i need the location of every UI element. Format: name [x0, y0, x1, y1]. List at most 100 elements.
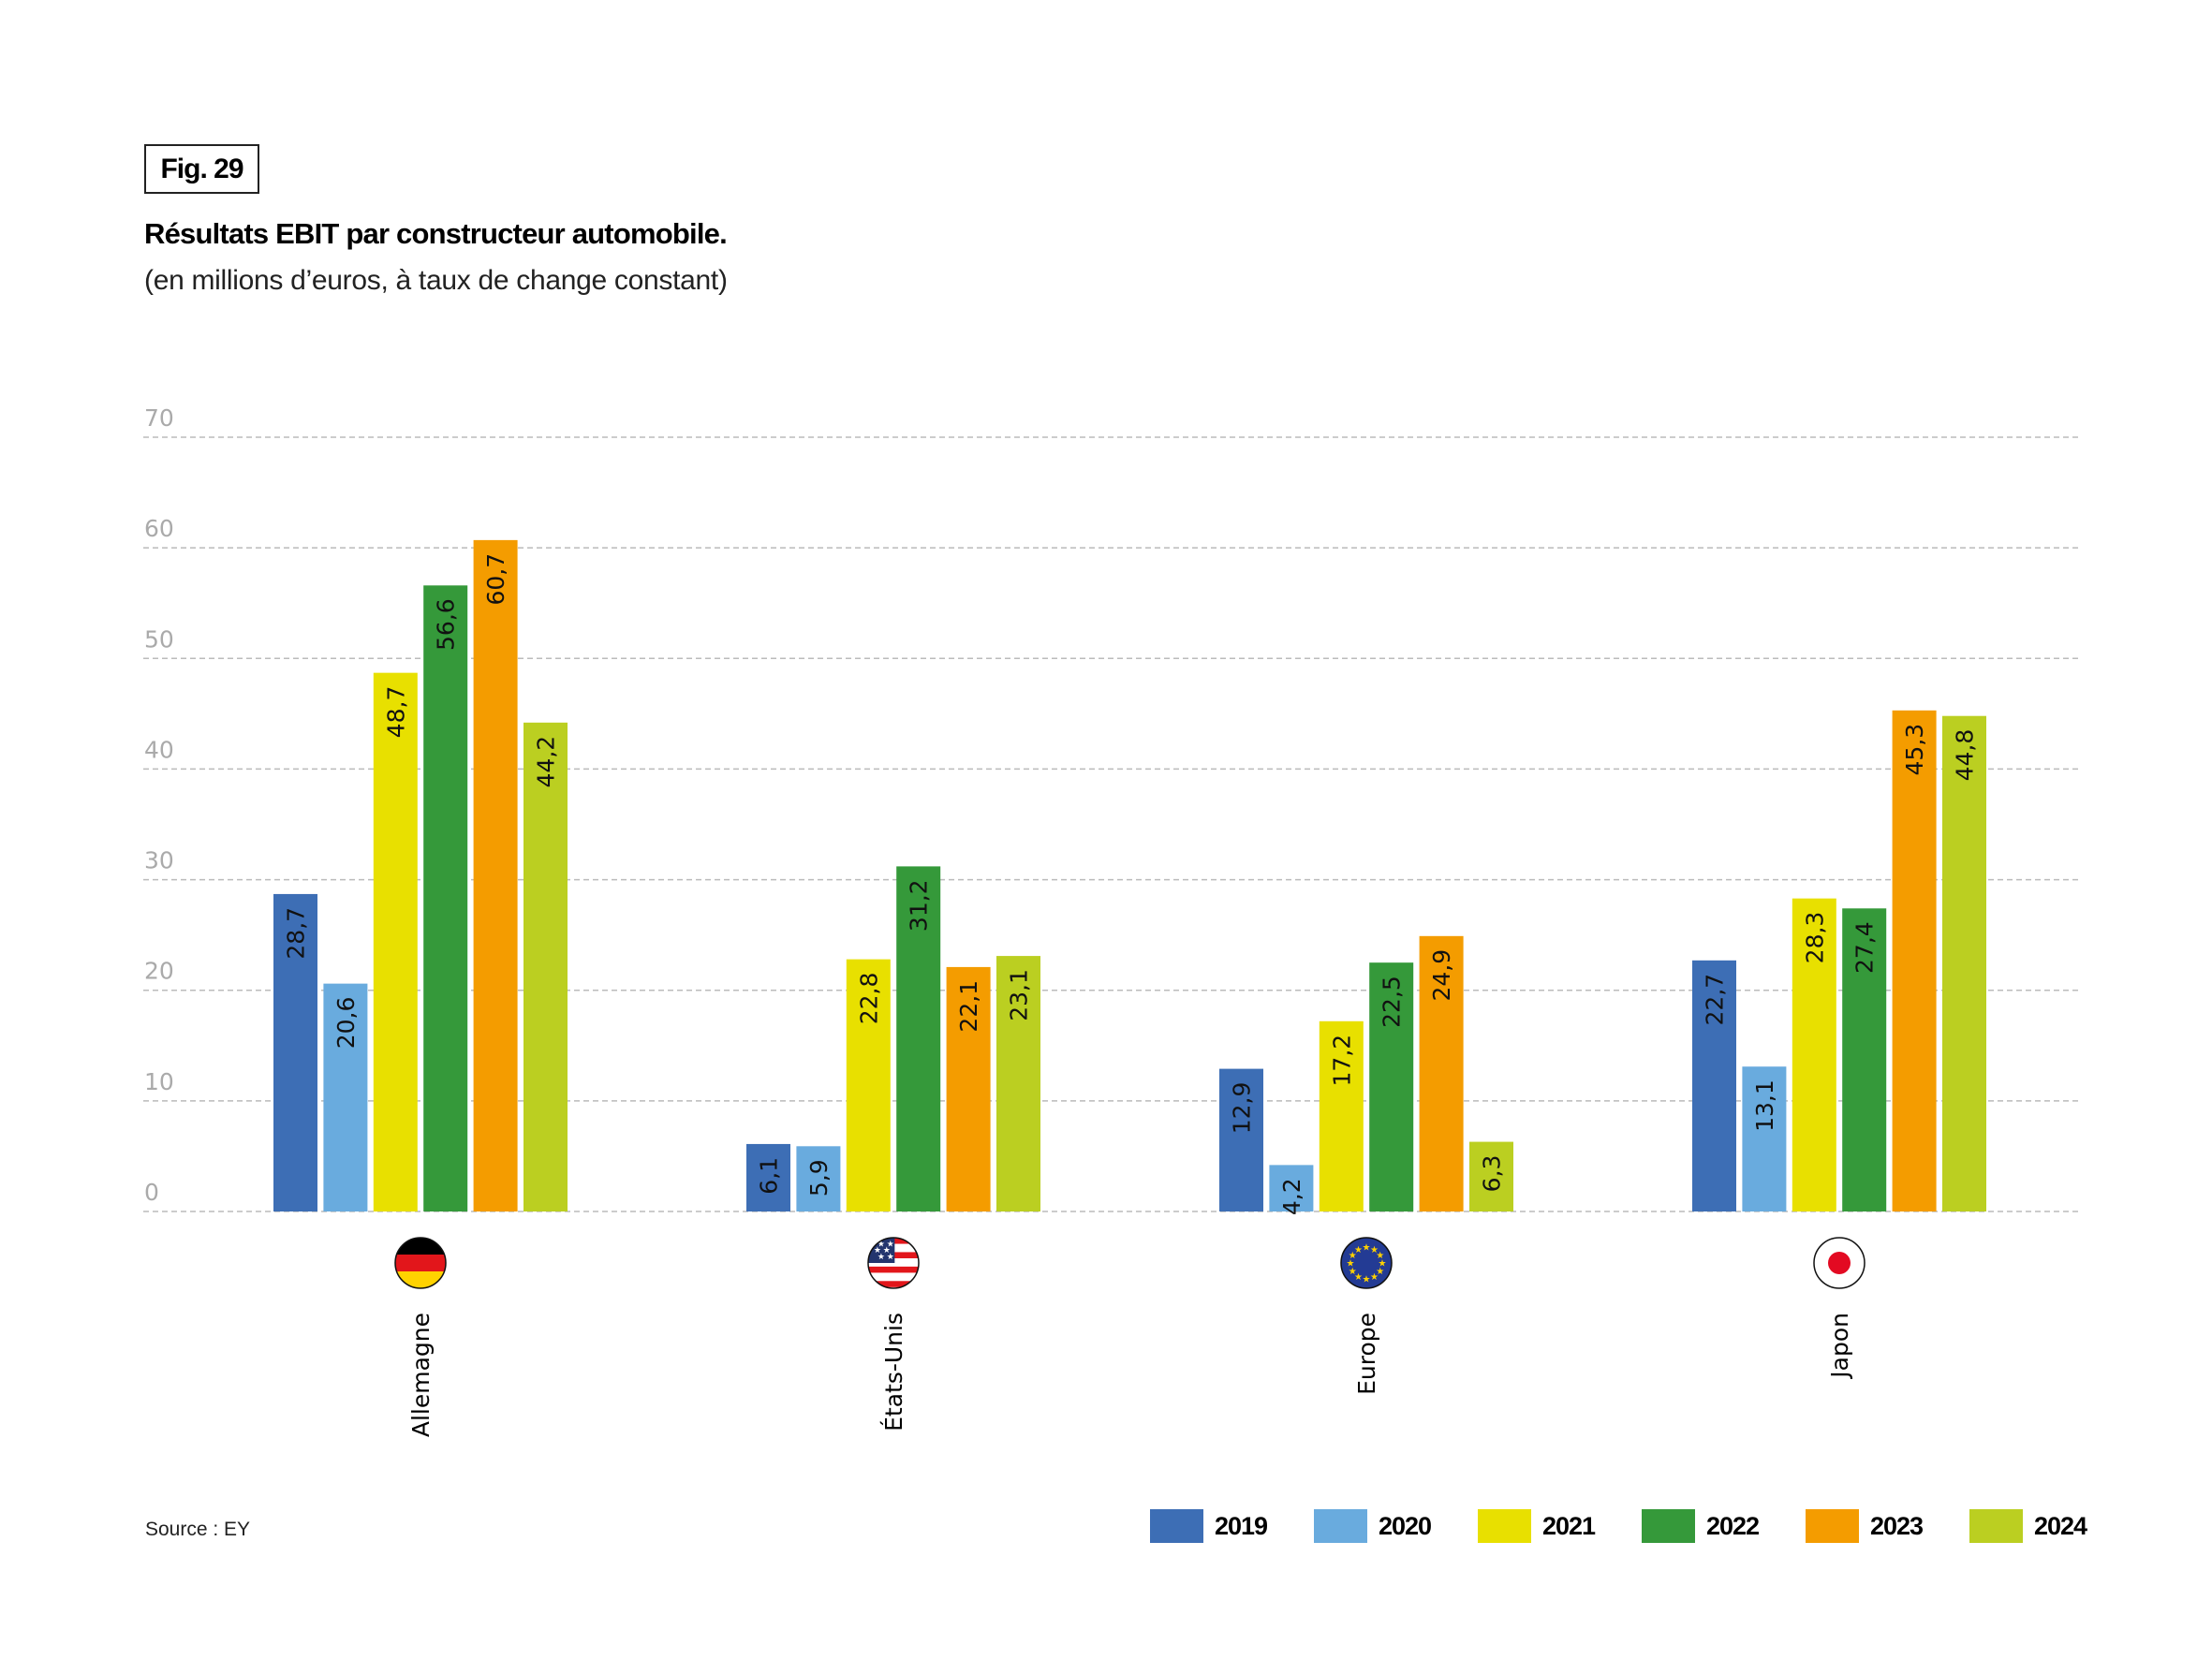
legend-label: 2023: [1870, 1511, 1924, 1540]
bar-value-label: 22,7: [1702, 974, 1729, 1026]
y-tick-label: 40: [144, 736, 174, 763]
legend-swatch: [1314, 1509, 1367, 1543]
figure-number-badge: Fig. 29: [144, 144, 259, 194]
bar-value-label: 24,9: [1428, 949, 1455, 1002]
bar-2020-3: [1742, 1066, 1787, 1211]
category-label: États-Unis: [880, 1313, 907, 1431]
legend-item-2023: 2023: [1806, 1509, 1969, 1543]
bar-2023-0: [473, 539, 518, 1211]
y-tick-label: 50: [144, 625, 174, 653]
bar-2023-1: [946, 966, 991, 1211]
figure-number: Fig. 29: [160, 153, 243, 184]
legend-label: 2024: [2034, 1511, 2087, 1540]
legend-item-2019: 2019: [1150, 1509, 1314, 1543]
legend-swatch: [1478, 1509, 1531, 1543]
svg-text:★: ★: [1349, 1251, 1357, 1261]
bar-value-label: 23,1: [1006, 969, 1033, 1021]
bar-2024-2: [1469, 1141, 1513, 1211]
bar-value-label: 20,6: [332, 997, 360, 1050]
legend: 2019 2020 2021 2022 2023 2024: [1150, 1509, 2133, 1543]
bar-2024-3: [1942, 715, 1986, 1211]
bar-value-label: 56,6: [433, 598, 460, 651]
bar-2023-2: [1419, 935, 1464, 1211]
y-tick-label: 30: [144, 847, 174, 874]
legend-swatch: [1806, 1509, 1859, 1543]
bar-2021-1: [846, 959, 891, 1211]
legend-label: 2022: [1706, 1511, 1760, 1540]
svg-text:★: ★: [874, 1245, 881, 1255]
svg-text:★: ★: [1376, 1267, 1384, 1277]
bar-value-label: 27,4: [1851, 921, 1879, 974]
svg-text:★: ★: [1363, 1243, 1371, 1254]
bar-value-label: 28,3: [1801, 912, 1828, 964]
svg-text:★: ★: [1354, 1272, 1363, 1283]
bar-2019-0: [273, 893, 317, 1211]
legend-swatch: [1642, 1509, 1695, 1543]
bar-value-label: 31,2: [906, 879, 933, 932]
bar-value-label: 45,3: [1901, 724, 1928, 776]
bar-value-label: 44,2: [533, 736, 560, 788]
legend-swatch: [1969, 1509, 2023, 1543]
category-label: Japon: [1826, 1313, 1853, 1380]
eu-flag-icon: ★★★★★★★★★ ★ ★★: [1340, 1237, 1393, 1289]
bar-2022-0: [423, 585, 468, 1211]
bar-2024-0: [524, 722, 568, 1211]
bar-2020-2: [1269, 1165, 1314, 1211]
category-label: Allemagne: [407, 1313, 435, 1437]
japan-flag-icon: [1813, 1237, 1865, 1289]
bar-2020-1: [796, 1146, 841, 1211]
bar-value-label: 6,3: [1479, 1155, 1506, 1193]
legend-item-2022: 2022: [1642, 1509, 1806, 1543]
svg-text:★: ★: [883, 1245, 891, 1255]
svg-text:★: ★: [1370, 1245, 1379, 1255]
source-note: Source : EY: [145, 1519, 251, 1540]
bar-value-label: 60,7: [482, 553, 509, 606]
bar-2019-3: [1692, 960, 1736, 1211]
bars: 28,7 20,6 48,7 56,6 60,7 44,2 6,1 5,9 22,8 31,2 22…: [273, 539, 1986, 1215]
legend-item-2024: 2024: [1969, 1509, 2133, 1543]
bar-value-label: 28,7: [283, 907, 310, 960]
bar-value-label: 22,1: [955, 980, 982, 1033]
svg-text:★: ★: [887, 1252, 894, 1261]
bar-2022-2: [1369, 962, 1414, 1211]
bar-value-label: 22,5: [1379, 976, 1406, 1028]
legend-swatch: [1150, 1509, 1203, 1543]
svg-text:★: ★: [1376, 1251, 1384, 1261]
bar-2021-2: [1319, 1020, 1364, 1211]
bar-value-label: 5,9: [805, 1159, 833, 1197]
bar-value-label: 13,1: [1751, 1079, 1778, 1132]
bar-value-label: 12,9: [1229, 1082, 1256, 1135]
bar-value-label: 48,7: [382, 686, 409, 739]
bar-value-label: 44,8: [1952, 729, 1979, 782]
usa-flag-icon: ★ ★★ ★★ ★: [867, 1237, 920, 1289]
svg-text:★: ★: [1363, 1275, 1371, 1285]
bar-value-label: 4,2: [1278, 1178, 1305, 1215]
bar-value-label: 6,1: [756, 1157, 783, 1195]
svg-text:★: ★: [1370, 1272, 1379, 1283]
bar-value-label: 22,8: [855, 973, 882, 1025]
legend-label: 2021: [1542, 1511, 1596, 1540]
bar-2024-1: [996, 956, 1040, 1211]
category-label: Europe: [1353, 1313, 1380, 1395]
y-tick-label: 60: [144, 515, 174, 542]
svg-text:★: ★: [1347, 1259, 1355, 1270]
y-tick-label: 70: [144, 404, 174, 432]
bar-2022-1: [896, 866, 941, 1211]
y-tick-label: 0: [144, 1179, 159, 1206]
svg-text:★: ★: [877, 1252, 885, 1261]
bar-2019-1: [746, 1143, 790, 1211]
legend-label: 2020: [1379, 1511, 1432, 1540]
category-axis: Allemagne★ ★★ ★★ ★États-Unis★★★★★★★★★ ★ ★★Eur…: [394, 1237, 1865, 1437]
bar-2022-3: [1842, 908, 1887, 1211]
legend-item-2021: 2021: [1478, 1509, 1642, 1543]
bar-2021-3: [1792, 898, 1836, 1211]
svg-text:★: ★: [1354, 1245, 1363, 1255]
bar-2021-0: [373, 672, 418, 1211]
svg-text:★: ★: [1379, 1259, 1387, 1270]
chart-subtitle: (en millions d’euros, à taux de change c…: [144, 265, 728, 296]
svg-text:★: ★: [1349, 1267, 1357, 1277]
y-tick-label: 20: [144, 958, 174, 985]
svg-text:★: ★: [887, 1239, 894, 1248]
bar-2023-3: [1892, 710, 1937, 1211]
